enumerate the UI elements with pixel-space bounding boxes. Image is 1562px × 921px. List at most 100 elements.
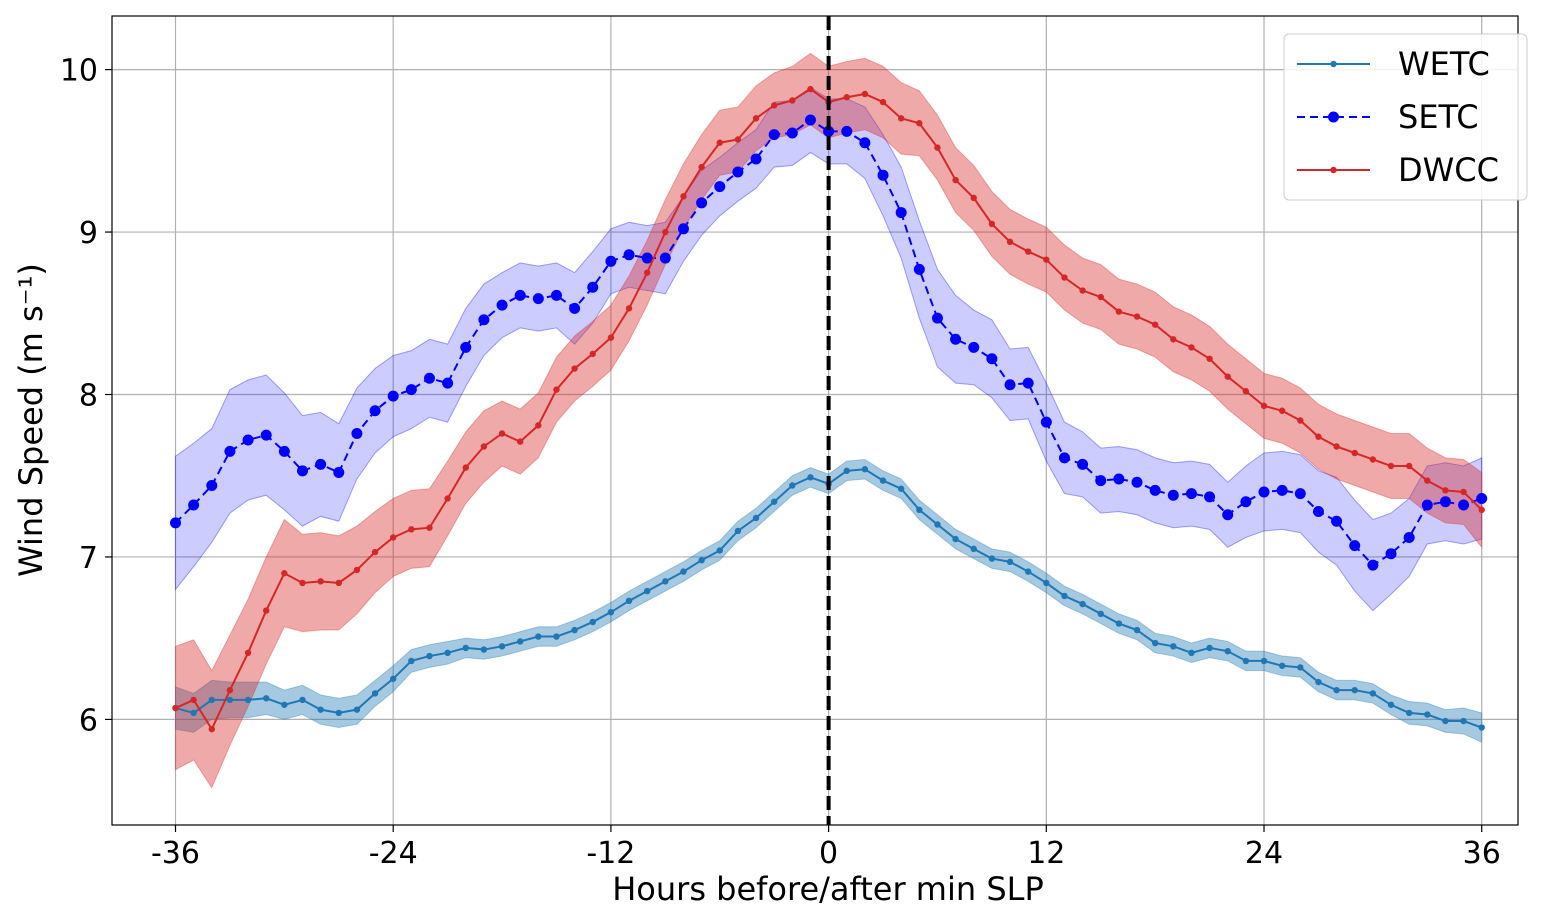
wetc-point <box>1097 610 1104 618</box>
dwcc-point <box>571 365 578 372</box>
setc-point <box>859 137 871 149</box>
setc-point <box>1331 515 1343 527</box>
wetc-point <box>916 506 923 514</box>
setc-point <box>786 127 798 139</box>
wetc-point <box>390 675 397 682</box>
wetc-point <box>752 514 760 522</box>
dwcc-point <box>625 305 633 312</box>
setc-point <box>278 445 290 457</box>
setc-point <box>1403 531 1415 543</box>
dwcc-point <box>879 98 887 106</box>
setc-point <box>587 281 599 293</box>
dwcc-point <box>190 696 197 704</box>
setc-point <box>1458 499 1470 511</box>
setc-point <box>315 458 327 470</box>
setc-point <box>1131 476 1143 488</box>
wetc-point <box>934 521 941 528</box>
dwcc-point <box>1297 417 1304 424</box>
dwcc-point <box>208 725 215 733</box>
wetc-point <box>607 608 615 616</box>
dwcc-band <box>174 52 1483 789</box>
legend-box <box>1283 33 1528 201</box>
wetc-point <box>1260 657 1268 665</box>
dwcc-point <box>426 524 433 531</box>
dwcc-point <box>1278 407 1286 414</box>
setc-point <box>369 405 381 417</box>
dwcc-point <box>1188 344 1195 351</box>
dwcc-point <box>1024 248 1032 255</box>
dwcc-point <box>281 570 288 577</box>
dwcc-point <box>807 85 814 93</box>
setc-point <box>1204 491 1216 503</box>
wetc-point <box>1405 709 1413 717</box>
plot-frame <box>111 15 1519 826</box>
dwcc-point <box>317 578 324 585</box>
wetc-point <box>625 597 633 605</box>
wetc-point <box>1242 657 1250 665</box>
legend: WETC SETC DWCC <box>1283 33 1528 201</box>
dwcc-point <box>1315 433 1322 440</box>
wetc-point <box>1297 664 1304 671</box>
wetc-point <box>970 545 977 553</box>
setc-point <box>659 252 671 264</box>
setc-point <box>569 302 581 314</box>
setc-point <box>623 249 635 261</box>
dwcc-point <box>1333 443 1340 450</box>
dwcc-point <box>934 144 941 151</box>
setc-point <box>1421 499 1433 511</box>
dwcc-point <box>680 193 687 200</box>
setc-point <box>732 166 744 178</box>
wetc-point <box>843 467 850 475</box>
wetc-point <box>897 485 905 492</box>
setc-point <box>950 333 962 345</box>
wetc-point <box>1369 690 1377 697</box>
legend-marker-setc <box>1328 111 1339 123</box>
dwcc-point <box>1224 373 1231 380</box>
x-tick-label: -36 <box>151 836 200 871</box>
setc-point <box>1294 488 1306 500</box>
wetc-point <box>498 643 506 650</box>
setc-point <box>750 153 762 165</box>
setc-point <box>1095 475 1107 487</box>
dwcc-point <box>444 495 451 502</box>
wetc-point <box>571 626 578 634</box>
wetc-point <box>662 578 669 585</box>
dwcc-point <box>770 102 778 109</box>
dwcc-point <box>970 194 977 202</box>
setc-point <box>1349 540 1361 552</box>
x-tick-label: -24 <box>369 836 418 871</box>
dwcc-point <box>789 97 796 104</box>
wetc-point <box>1188 649 1195 657</box>
setc-point <box>1240 496 1252 508</box>
legend-label-dwcc: DWCC <box>1398 151 1499 189</box>
dwcc-point <box>716 139 723 146</box>
dwcc-point <box>1043 256 1050 263</box>
setc-point <box>242 434 254 446</box>
setc-point <box>188 499 200 511</box>
setc-point <box>1222 509 1234 521</box>
wetc-point <box>335 709 342 717</box>
dwcc-point <box>1260 402 1268 410</box>
x-tick-label: -12 <box>586 836 635 871</box>
wetc-point <box>1333 686 1340 694</box>
setc-point <box>768 129 780 141</box>
x-tick-label: 0 <box>819 836 838 871</box>
y-axis-label: Wind Speed (m s⁻¹) <box>12 263 50 577</box>
dwcc-point <box>1242 388 1250 395</box>
wetc-point <box>716 547 723 554</box>
wetc-point <box>1043 579 1050 587</box>
wetc-point <box>426 652 433 660</box>
dwcc-point <box>498 430 506 437</box>
wetc-point <box>263 695 270 702</box>
setc-point <box>841 125 853 137</box>
wetc-point <box>589 618 596 626</box>
dwcc-point <box>698 163 705 171</box>
wetc-point <box>734 527 742 535</box>
setc-point <box>696 197 708 209</box>
wetc-point <box>1315 678 1322 686</box>
x-tick-label: 24 <box>1245 836 1283 871</box>
wetc-point <box>1206 644 1213 652</box>
y-tick-label: 8 <box>79 379 98 414</box>
setc-point <box>1276 484 1288 496</box>
